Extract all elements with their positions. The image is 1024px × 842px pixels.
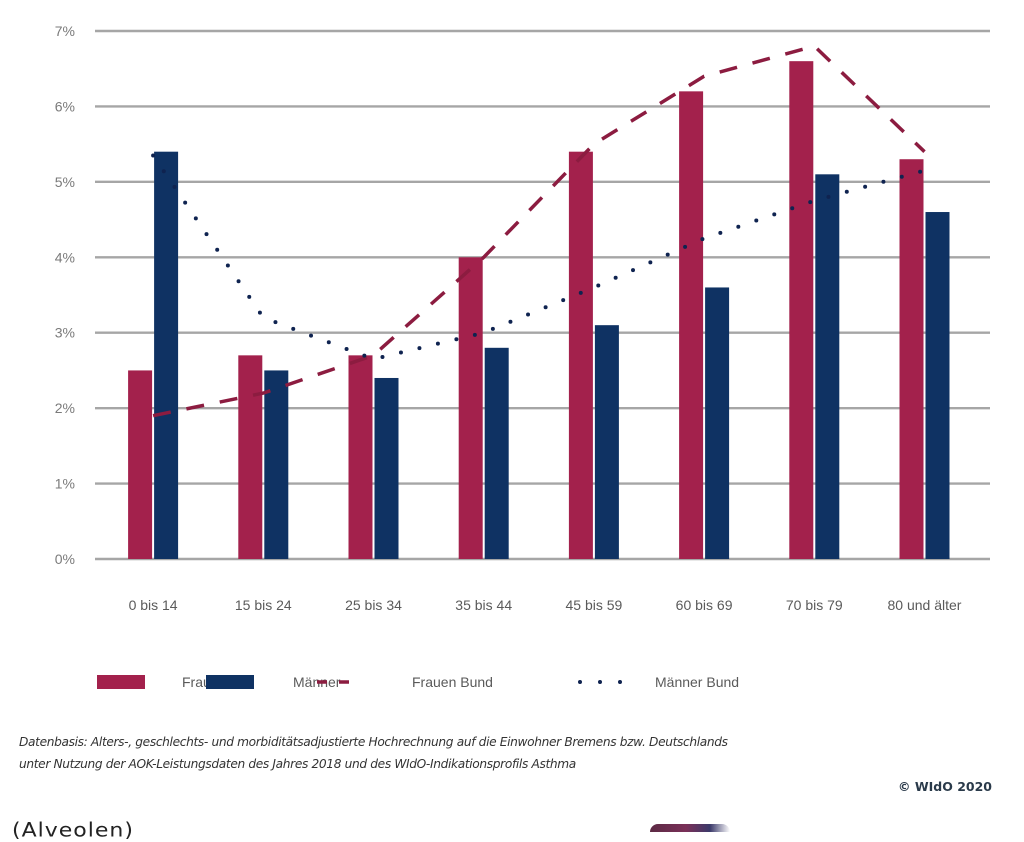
data-source-line-1: Datenbasis: Alters-, geschlechts- und mo… [19,735,728,749]
cutoff-image [650,824,730,832]
y-tick-label: 2% [55,400,75,416]
data-source-note: Datenbasis: Alters-, geschlechts- und mo… [19,731,1009,775]
legend-swatch [97,675,145,689]
bar-m-nner [815,174,840,560]
bar-m-nner [705,287,730,559]
y-tick-label: 4% [55,249,75,265]
data-source-line-2: unter Nutzung der AOK-Leistungsdaten des… [19,757,576,771]
x-tick-label: 60 bis 69 [676,597,733,613]
legend-label: Frauen Bund [412,674,493,690]
bar-m-nner [594,325,619,559]
legend-label: Männer [293,674,341,690]
cutoff-heading-text: (Alveolen) [12,819,134,842]
y-tick-label: 6% [55,98,75,114]
bar-frauen [789,61,814,560]
bar-frauen [679,91,704,559]
chart: 0% 1% 2% 3% 4% 5% 6% 7% 0 bis 14 15 bis 24 25 bis… [55,23,990,690]
y-tick-label: 7% [55,23,75,39]
x-tick-label: 45 bis 59 [565,597,622,613]
x-tick-label: 15 bis 24 [235,597,292,613]
x-tick-label: 25 bis 34 [345,597,402,613]
x-tick-label: 70 bis 79 [786,597,843,613]
gridlines [95,29,990,561]
bar-frauen [899,159,924,559]
x-tick-label: 80 und älter [888,597,962,613]
legend-label: Männer Bund [655,674,739,690]
x-tick-label: 35 bis 44 [455,597,512,613]
bar-frauen [458,257,483,559]
bar-m-nner [925,212,950,559]
bar-m-nner [484,347,509,559]
y-tick-label: 3% [55,325,75,341]
legend-swatch [206,675,254,689]
bar-m-nner [154,151,179,559]
x-tick-label: 0 bis 14 [129,597,178,613]
legend: Frauen Männer Frauen Bund Männer Bund [97,674,739,690]
legend-item: Männer Bund [578,674,739,690]
bar-frauen [568,151,593,559]
y-tick-label: 0% [55,551,75,567]
y-tick-label: 1% [55,476,75,492]
legend-item: Männer [206,674,341,690]
bar-m-nner [374,377,399,559]
bar-frauen [238,355,263,559]
y-tick-label: 5% [55,174,75,190]
line-frauen-bund [152,44,926,418]
bar-frauen [348,355,373,559]
x-axis-ticks: 0 bis 14 15 bis 24 25 bis 34 35 bis 44 45 bi… [129,597,962,613]
bar-frauen [128,370,153,559]
lines [151,44,927,418]
y-axis-ticks: 0% 1% 2% 3% 4% 5% 6% 7% [55,23,75,567]
bar-m-nner [264,370,289,559]
copyright-label: © WIdO 2020 [897,779,992,794]
bars [128,61,950,560]
legend-item: Frauen Bund [317,674,493,690]
